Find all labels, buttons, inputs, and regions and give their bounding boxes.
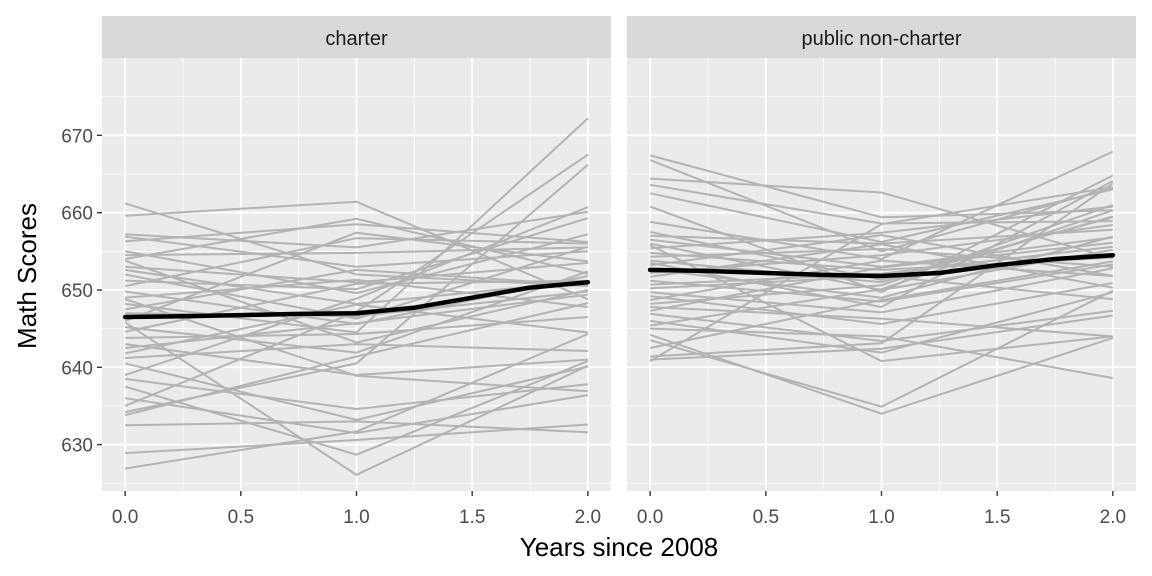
y-tick-label: 630: [61, 436, 93, 457]
x-tick-label: 1.0: [868, 507, 894, 528]
school-trajectory-line: [124, 268, 588, 311]
school-trajectory-line: [649, 154, 1113, 219]
school-trajectory-line: [650, 182, 1114, 358]
x-tick-label: 1.0: [343, 507, 369, 528]
school-trajectory-line: [124, 321, 589, 476]
school-trajectory-line: [124, 233, 589, 295]
school-trajectory-line: [125, 343, 588, 359]
school-trajectory-line: [650, 245, 1114, 286]
x-tick-label: 2.0: [1100, 507, 1126, 528]
school-trajectory-line: [649, 186, 1114, 362]
x-tick-label: 0.0: [637, 507, 663, 528]
x-tick-label: 1.5: [459, 507, 485, 528]
school-trajectory-line: [124, 303, 589, 355]
school-trajectory-line: [650, 205, 1114, 250]
x-tick-label: 0.5: [753, 507, 779, 528]
school-trajectory-line: [649, 333, 1114, 415]
school-trajectory-line: [125, 210, 589, 249]
school-trajectory-line: [124, 302, 589, 417]
x-tick-label: 0.0: [112, 507, 138, 528]
facet-panel-1: public non-charter 0.0 0.5 1.0 1.5 2.0: [627, 16, 1136, 528]
school-trajectory-line: [124, 298, 588, 393]
school-trajectory-line: [649, 159, 1114, 253]
school-trajectory-line: [124, 231, 589, 322]
school-trajectory-line: [124, 245, 589, 320]
school-trajectory-line: [124, 333, 589, 470]
school-trajectory-line: [650, 203, 1114, 305]
school-trajectory-line: [650, 224, 1114, 274]
y-axis: 630 640 650 660 670: [61, 126, 102, 457]
school-trajectory-line: [649, 309, 1114, 343]
x-axis-title: Years since 2008: [520, 532, 719, 562]
x-tick-label: 0.5: [228, 507, 254, 528]
school-trajectory-line: [649, 243, 1114, 289]
facet-strip-label: public non-charter: [801, 28, 961, 50]
smooth-mean-line: [647, 252, 1116, 279]
school-trajectory-line: [124, 293, 589, 349]
school-trajectory-line: [125, 246, 588, 257]
school-trajectory-line: [125, 423, 588, 455]
y-tick-label: 670: [61, 126, 93, 147]
school-trajectory-line: [124, 217, 589, 275]
school-trajectory-line: [125, 261, 588, 284]
school-trajectory-line: [124, 206, 589, 376]
school-trajectory-line: [650, 314, 1114, 361]
y-tick-label: 640: [61, 358, 93, 379]
smooth-mean-line: [122, 279, 591, 320]
school-trajectory-line: [649, 260, 1114, 349]
y-axis-title: Math Scores: [12, 203, 42, 349]
x-tick-label: 2.0: [575, 507, 601, 528]
school-trajectory-line: [125, 200, 589, 301]
facet-panel-0: charter 0.0 0.5 1.0 1.5 2.0: [102, 16, 611, 528]
school-trajectory-line: [649, 244, 1114, 363]
school-trajectory-line: [124, 394, 589, 435]
y-tick-label: 650: [61, 281, 93, 302]
school-trajectory-line: [649, 188, 1114, 244]
school-trajectory-line: [125, 420, 588, 434]
school-trajectory-line: [649, 259, 1113, 301]
school-trajectory-line: [649, 289, 1114, 408]
school-trajectory-line: [650, 267, 1114, 314]
facet-strip: [627, 16, 1136, 58]
school-trajectory-line: [649, 282, 1114, 326]
y-tick-label: 660: [61, 204, 93, 225]
school-trajectory-line: [124, 237, 588, 288]
school-trajectory-line: [649, 235, 1114, 299]
school-trajectory-line: [649, 241, 1114, 312]
facet-strip-label: charter: [325, 28, 388, 50]
school-trajectory-line: [649, 150, 1114, 261]
school-trajectory-line: [124, 362, 589, 421]
school-trajectory-line: [124, 235, 588, 268]
school-trajectory-line: [125, 223, 588, 243]
facet-strip: [102, 16, 611, 58]
school-trajectory-line: [649, 180, 1114, 309]
school-trajectory-line: [124, 259, 589, 344]
x-tick-label: 1.5: [984, 507, 1010, 528]
